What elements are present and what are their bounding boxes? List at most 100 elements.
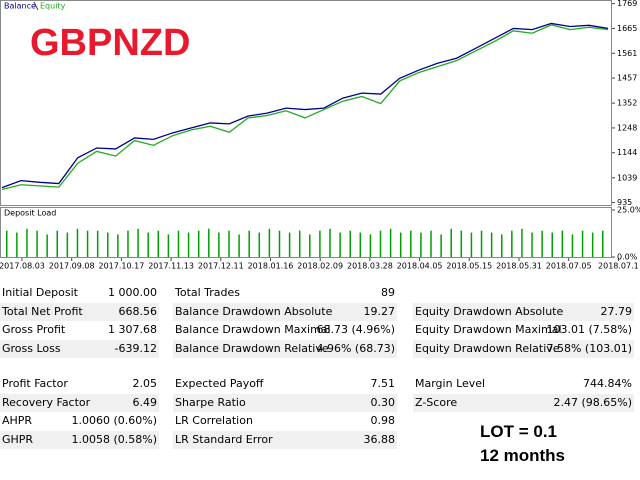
stat-value: 2.47 (98.65%) xyxy=(553,395,632,409)
chart: 935 1039 1144 1248 1352 1457 1561 1665 1769 Balan… xyxy=(0,0,640,271)
bar xyxy=(56,230,59,257)
bar xyxy=(309,234,311,257)
x-tick-label: 2018.04.05 xyxy=(397,262,443,271)
legend-label: Equity xyxy=(40,2,66,11)
bar xyxy=(258,232,261,257)
bar xyxy=(430,230,432,257)
row-shade xyxy=(0,302,159,321)
bar xyxy=(551,232,553,257)
row-shade xyxy=(413,340,634,359)
bar xyxy=(127,230,129,257)
y-tick-label: 1144 xyxy=(617,148,637,157)
stat-label: Balance Drawdown Absolute xyxy=(175,304,333,318)
bar xyxy=(86,230,89,257)
y-tick-label: 0.0% xyxy=(617,253,638,262)
stat-value: 89 xyxy=(381,286,395,299)
y-tick-label: 1352 xyxy=(617,99,637,108)
bar xyxy=(46,234,48,257)
bar xyxy=(329,228,331,257)
stat-value: 744.84% xyxy=(583,377,632,390)
row-shade xyxy=(0,340,159,359)
bar xyxy=(521,228,523,257)
x-tick-label: 2018.05.15 xyxy=(446,262,492,271)
period: 12 months xyxy=(480,446,566,465)
bar xyxy=(278,230,281,257)
bar xyxy=(571,234,574,257)
bar xyxy=(500,234,503,257)
row-shade xyxy=(173,393,397,412)
x-tick-label: 2018.05.31 xyxy=(496,262,542,271)
bar xyxy=(36,230,38,257)
bar xyxy=(410,230,412,257)
x-tick-label: 2018.01.16 xyxy=(248,262,294,271)
bar xyxy=(157,230,160,257)
stat-value: 668.56 xyxy=(118,304,158,318)
stat-label: Total Trades xyxy=(175,286,241,299)
stat-label: Expected Payoff xyxy=(175,377,264,390)
stat-value: 4.96% (68.73) xyxy=(316,342,395,356)
bar xyxy=(248,230,250,257)
bar xyxy=(298,230,301,257)
bar xyxy=(399,232,402,257)
stat-label: Balance Drawdown Maximal xyxy=(175,323,331,337)
stat-label: Margin Level xyxy=(415,377,486,390)
bar xyxy=(26,228,28,257)
stat-label: Sharpe Ratio xyxy=(175,395,246,409)
bar xyxy=(238,234,240,257)
bar xyxy=(288,232,291,257)
symbol: GBPNZD xyxy=(30,22,191,64)
x-tick-label: 2018.07.05 xyxy=(546,262,592,271)
bar xyxy=(208,228,210,257)
stat-label: Equity Drawdown Relative xyxy=(415,342,560,356)
bar xyxy=(561,230,564,257)
row-shade xyxy=(173,340,397,359)
stat-value: 103.01 (7.58%) xyxy=(546,323,632,337)
stat-label: LR Correlation xyxy=(175,414,253,428)
stat-label: Gross Loss xyxy=(2,342,61,356)
stat-label: Total Net Profit xyxy=(2,304,83,318)
stat-value: 36.88 xyxy=(363,433,396,447)
bar xyxy=(187,232,190,257)
bar xyxy=(420,232,422,257)
stat-label: LR Standard Error xyxy=(175,433,273,447)
bar xyxy=(349,230,351,257)
stat-label: AHPR xyxy=(2,414,33,428)
bar xyxy=(440,234,442,257)
row-shade xyxy=(0,393,159,412)
y-tick-label: 25.0% xyxy=(617,206,640,215)
row-shade xyxy=(173,302,397,321)
bar xyxy=(581,230,584,257)
x-tick-label: 2018.03.28 xyxy=(347,262,393,271)
stat-value: 2.05 xyxy=(132,377,158,390)
stat-value: 68.73 (4.96%) xyxy=(316,323,395,337)
bar xyxy=(470,232,473,257)
y-tick-label: 1457 xyxy=(617,74,637,83)
bar xyxy=(359,232,362,257)
stat-label: Balance Drawdown Relative xyxy=(175,342,329,356)
bar xyxy=(591,232,594,257)
x-tick-label: 2017.09.08 xyxy=(49,262,95,271)
bar xyxy=(197,230,200,257)
bar xyxy=(228,230,230,257)
y-tick-label: 1248 xyxy=(617,123,637,132)
row-shade xyxy=(0,431,159,450)
bar xyxy=(450,228,452,257)
stat-label: Profit Factor xyxy=(2,377,68,390)
bar xyxy=(460,230,463,257)
bar xyxy=(137,228,139,257)
series-line xyxy=(1,24,609,191)
stat-value: -639.12 xyxy=(114,342,157,356)
y-tick-label: 1665 xyxy=(617,24,637,33)
stat-label: Z-Score xyxy=(415,395,458,409)
bar xyxy=(511,230,513,257)
bar xyxy=(117,234,119,257)
stat-label: GHPR xyxy=(2,433,34,447)
bar xyxy=(389,228,392,257)
row-shade xyxy=(173,431,397,450)
stat-value: 6.49 xyxy=(132,395,158,409)
stat-value: 1 307.68 xyxy=(108,323,157,337)
y-tick-label: 1039 xyxy=(617,173,637,182)
bar xyxy=(379,230,382,257)
lot: LOT = 0.1 xyxy=(480,422,557,441)
